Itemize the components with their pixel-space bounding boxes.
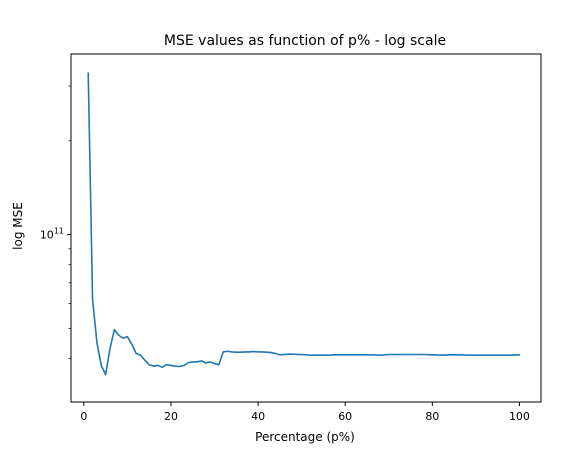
- x-tick-label: 100: [509, 410, 530, 423]
- x-tick-label: 80: [425, 410, 439, 423]
- x-tick-label: 40: [251, 410, 265, 423]
- x-ticks: 0 20 40 60 80 100: [80, 402, 530, 423]
- y-minor-ticks: [68, 85, 71, 359]
- y-tick-label: 1011: [40, 227, 64, 242]
- chart-title: MSE values as function of p% - log scale: [164, 33, 446, 49]
- x-tick-label: 0: [80, 410, 87, 423]
- x-tick-label: 60: [338, 410, 352, 423]
- plot-frame: [70, 53, 542, 403]
- mse-series-line: [87, 72, 521, 376]
- y-axis-label: log MSE: [11, 202, 25, 250]
- x-axis-label: Percentage (p%): [255, 430, 355, 444]
- plot-area: 1011 0 20 40 60 80 100: [40, 53, 542, 423]
- x-tick-label: 20: [164, 410, 178, 423]
- y-major-ticks: 1011: [40, 227, 71, 242]
